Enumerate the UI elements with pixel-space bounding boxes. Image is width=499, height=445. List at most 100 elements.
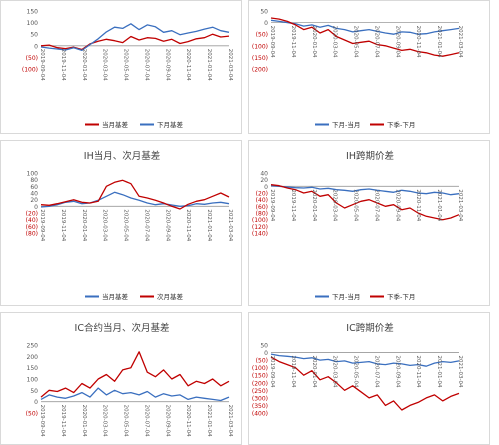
y-tick-label: (250)	[252, 388, 268, 395]
y-tick-label: (100)	[252, 365, 268, 372]
x-tick-label: 2020-07-04	[373, 26, 379, 58]
chart-svg-ih-spread: IH跨期价差 40200(20)(40)(60)(80)(100)(120)(14…	[252, 150, 463, 301]
y-tick-label: 0	[34, 204, 38, 211]
x-tick-label: 2020-05-04	[353, 189, 359, 221]
legend-label: 下月-当月	[332, 292, 360, 301]
y-tick-label: (50)	[256, 358, 268, 365]
x-tick-label: 2019-09-04	[39, 49, 45, 81]
y-tick-label: 40	[30, 191, 38, 198]
x-tick-label: 2020-01-04	[81, 405, 87, 437]
x-tick-label: 2020-07-04	[373, 356, 379, 388]
chart-panel-ih-spread: IH跨期价差 40 20 0 (20) (40) (60) (80) (100) (120) (14…	[248, 140, 490, 306]
x-tick-label: 2021-03-04	[457, 26, 463, 58]
y-tick-label: 150	[27, 365, 39, 372]
x-tick-label: 2020-01-04	[311, 356, 317, 388]
x-tick-label: 2021-01-04	[436, 189, 442, 221]
x-tick-label: 2021-01-04	[206, 49, 212, 81]
y-tick-label: 100	[27, 171, 39, 178]
y-tick-label: (40)	[26, 217, 38, 224]
x-tick-label: 2020-07-04	[143, 209, 149, 241]
x-tick-label: 2020-11-04	[185, 405, 191, 437]
x-tick-label: 2020-01-04	[81, 209, 87, 241]
y-tick-label: (300)	[252, 395, 268, 402]
x-tick-label: 2021-03-04	[227, 49, 233, 81]
x-tick-label: 2019-11-04	[60, 209, 66, 241]
x-tick-label: 2021-01-04	[206, 209, 212, 241]
y-tick-label: (50)	[26, 411, 38, 418]
x-tick-label: 2021-03-04	[457, 189, 463, 221]
y-tick-label: 80	[30, 177, 38, 184]
x-tick-label: 2019-11-04	[290, 189, 296, 221]
x-tick-label: 2020-11-04	[185, 49, 191, 81]
x-tick-label: 2020-01-04	[311, 189, 317, 221]
x-tick-label: 2020-03-04	[102, 405, 108, 437]
series-line	[40, 23, 230, 52]
series-line	[270, 185, 460, 196]
y-tick-label: (60)	[26, 224, 38, 231]
y-tick-label: 20	[30, 197, 38, 204]
y-tick-label: (350)	[252, 403, 268, 410]
x-tick-label: 2020-09-04	[394, 189, 400, 221]
series-line	[270, 356, 460, 411]
x-tick-label: 2020-09-04	[394, 356, 400, 388]
x-tick-label: 2020-03-04	[102, 209, 108, 241]
chart-svg-if-basis: 150 100 50 0 (50) (100) 2019-09-04 2019-11-04 20…	[22, 9, 233, 130]
x-tick-label: 2021-03-04	[227, 209, 233, 241]
y-tick-label: (120)	[252, 224, 268, 231]
x-tick-label: 2019-09-04	[39, 209, 45, 241]
y-tick-label: (140)	[252, 231, 268, 238]
x-tick-label: 2021-03-04	[457, 356, 463, 388]
y-tick-label: (50)	[26, 55, 38, 62]
series-line	[40, 179, 230, 210]
x-tick-label: 2020-09-04	[164, 209, 170, 241]
chart-panel-ic-spread: IC跨期价差 50 0 (50) (100) (150) (200) (250) (300) (3…	[248, 312, 490, 445]
y-tick-label: (100)	[22, 67, 38, 74]
chart-svg-ic-spread: IC跨期价差 500(50)(100)(150)(200)(250)(300)(3…	[252, 322, 463, 418]
chart-svg-ic-basis: IC合约当月、次月基差 250 200 150 100 50 0 (50) 2019-09-04…	[26, 322, 233, 437]
x-tick-label: 2021-01-04	[206, 405, 212, 437]
series-line	[270, 19, 460, 35]
legend-label: 当月基差	[102, 120, 129, 129]
series-line	[40, 33, 230, 51]
x-tick-label: 2019-09-04	[269, 189, 275, 221]
x-tick-label: 2020-03-04	[332, 26, 338, 58]
y-tick-label: (20)	[26, 211, 38, 218]
x-tick-label: 2020-03-04	[332, 189, 338, 221]
x-tick-label: 2020-11-04	[415, 26, 421, 58]
y-tick-label: (80)	[26, 231, 38, 238]
y-tick-label: 50	[260, 343, 268, 350]
y-tick-label: (40)	[256, 197, 268, 204]
chart-title: IC合约当月、次月基差	[75, 322, 170, 334]
y-tick-label: (20)	[256, 191, 268, 198]
x-tick-label: 2020-11-04	[415, 189, 421, 221]
series-line	[40, 387, 230, 402]
x-tick-label: 2020-09-04	[394, 26, 400, 58]
x-tick-label: 2021-01-04	[436, 26, 442, 58]
legend-label: 下季-下月	[387, 292, 415, 301]
legend-label: 次月基差	[157, 292, 184, 301]
x-tick-label: 2020-07-04	[143, 49, 149, 81]
chart-panel-if-basis: 150 100 50 0 (50) (100) 2019-09-04 2019-11-04 20…	[0, 0, 242, 134]
y-tick-label: 50	[30, 388, 38, 395]
x-tick-label: 2020-09-04	[164, 405, 170, 437]
x-tick-label: 2020-07-04	[143, 405, 149, 437]
chart-panel-ic-basis: IC合约当月、次月基差 250 200 150 100 50 0 (50) 2019-09-04…	[0, 312, 242, 445]
series-line	[270, 17, 460, 57]
y-tick-label: (100)	[252, 43, 268, 50]
x-tick-label: 2020-05-04	[123, 49, 129, 81]
series-line	[270, 184, 460, 221]
chart-svg-if-spread: 50 0 (50) (100) (150) (200) 2019-09-04 2019-11-…	[252, 9, 463, 130]
legend-label: 下月基差	[157, 120, 184, 129]
x-tick-label: 2020-01-04	[311, 26, 317, 58]
y-tick-label: 0	[264, 350, 268, 357]
x-tick-label: 2019-09-04	[269, 356, 275, 388]
y-tick-label: 0	[34, 399, 38, 406]
chart-panel-if-spread: 50 0 (50) (100) (150) (200) 2019-09-04 2019-11-…	[248, 0, 490, 134]
y-tick-label: (150)	[252, 55, 268, 62]
y-tick-label: (400)	[252, 411, 268, 418]
x-tick-label: 2020-09-04	[164, 49, 170, 81]
x-tick-label: 2020-11-04	[185, 209, 191, 241]
y-tick-label: (80)	[256, 211, 268, 218]
x-tick-label: 2019-11-04	[290, 356, 296, 388]
